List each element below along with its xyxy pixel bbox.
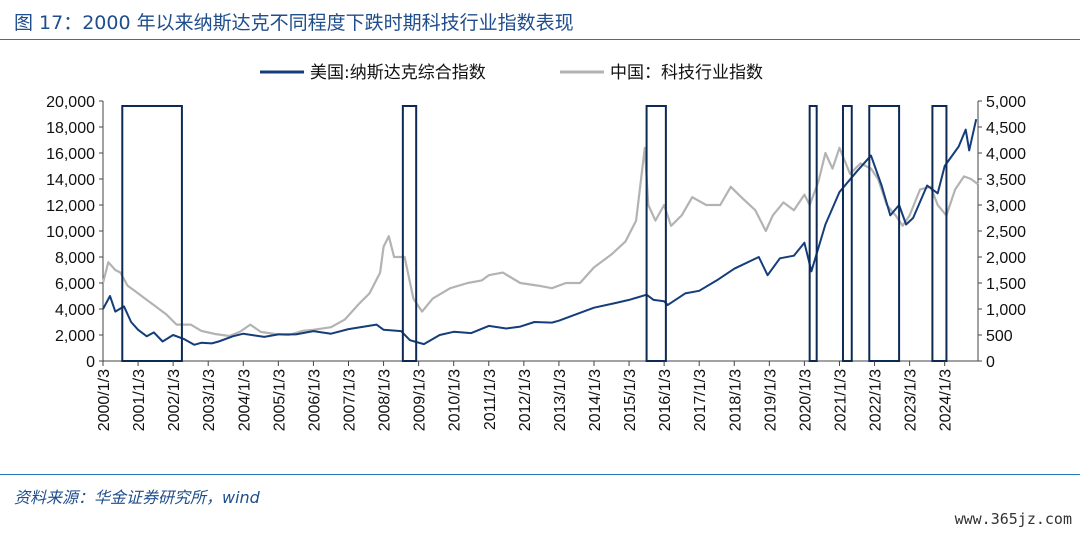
x-tick-label: 2018/1/3 <box>727 369 744 431</box>
y-left-tick-label: 20,000 <box>46 94 95 111</box>
x-tick-label: 2004/1/3 <box>236 369 253 431</box>
y-left-tick-label: 2,000 <box>55 328 95 345</box>
chart-svg: 美国:纳斯达克综合指数 中国：科技行业指数 2000/1/3 2001/1/3 20… <box>46 63 1026 431</box>
x-tick-label: 2010/1/3 <box>447 369 464 431</box>
x-tick-label: 2020/1/3 <box>797 369 814 431</box>
x-tick-label: 2005/1/3 <box>271 369 288 431</box>
x-tick-label: 2023/1/3 <box>903 369 920 431</box>
y-right-tick-label: 2,500 <box>986 224 1026 241</box>
series-line-nasdaq <box>102 118 978 346</box>
legend-label-nasdaq: 美国:纳斯达克综合指数 <box>310 63 486 83</box>
y-right-tick-label: 2,000 <box>986 250 1026 267</box>
y-left-tick-label: 4,000 <box>55 302 95 319</box>
y-left-tick-label: 0 <box>86 354 95 371</box>
source-note: 资料来源：华金证券研究所，wind <box>14 488 260 507</box>
y-right-tick-label: 3,000 <box>986 198 1026 215</box>
highlight-box <box>808 105 818 362</box>
x-tick-label: 2007/1/3 <box>341 369 358 431</box>
x-tick-label: 2009/1/3 <box>412 369 429 431</box>
highlight-box <box>931 105 948 362</box>
x-tick-label: 2001/1/3 <box>131 369 148 431</box>
highlight-box <box>645 105 667 362</box>
highlight-box <box>841 105 853 362</box>
y-right-tick-label: 1,500 <box>986 276 1026 293</box>
x-tick-label: 2006/1/3 <box>306 369 323 431</box>
highlight-box <box>401 105 418 362</box>
y-left-tick-label: 8,000 <box>55 250 95 267</box>
source-rule <box>0 474 1080 475</box>
y-right-tick-label: 4,000 <box>986 146 1026 163</box>
x-tick-label: 2021/1/3 <box>832 369 849 431</box>
x-tick-label: 2013/1/3 <box>552 369 569 431</box>
y-right-tick-label: 0 <box>986 354 995 371</box>
y-left-tick-label: 10,000 <box>46 224 95 241</box>
x-axis-ticks: 2000/1/3 2001/1/3 2002/1/3 2003/1/3 2004/1/3… <box>96 361 955 431</box>
highlight-box <box>868 105 901 362</box>
y-right-tick-label: 4,500 <box>986 120 1026 137</box>
y-left-tick-label: 14,000 <box>46 172 95 189</box>
x-tick-label: 2014/1/3 <box>587 369 604 431</box>
y-axis-ticks: 0 2,000 4,000 6,000 8,000 10,000 12,000 14,000 1… <box>46 94 1026 371</box>
y-right-tick-label: 3,500 <box>986 172 1026 189</box>
series-line-china-tech <box>101 146 979 338</box>
x-tick-label: 2000/1/3 <box>96 369 113 431</box>
highlight-box <box>121 105 183 362</box>
x-tick-label: 2003/1/3 <box>201 369 218 431</box>
x-tick-label: 2008/1/3 <box>377 369 394 431</box>
legend-label-china-tech: 中国：科技行业指数 <box>610 63 763 83</box>
legend: 美国:纳斯达克综合指数 中国：科技行业指数 <box>260 63 763 83</box>
y-right-tick-label: 500 <box>986 328 1013 345</box>
x-tick-label: 2002/1/3 <box>166 369 183 431</box>
x-tick-label: 2011/1/3 <box>482 369 499 430</box>
x-tick-label: 2019/1/3 <box>762 369 779 431</box>
title-rule <box>0 39 1080 40</box>
figure-title: 图 17：2000 年以来纳斯达克不同程度下跌时期科技行业指数表现 <box>14 12 574 34</box>
y-right-tick-label: 1,000 <box>986 302 1026 319</box>
watermark: www.365jz.com <box>954 510 1072 528</box>
y-left-tick-label: 18,000 <box>46 120 95 137</box>
highlight-boxes <box>121 105 948 362</box>
x-tick-label: 2015/1/3 <box>622 369 639 431</box>
series-layer <box>101 118 979 346</box>
y-left-tick-label: 12,000 <box>46 198 95 215</box>
x-tick-label: 2017/1/3 <box>692 369 709 431</box>
y-left-tick-label: 6,000 <box>55 276 95 293</box>
x-tick-label: 2024/1/3 <box>938 369 955 431</box>
y-right-tick-label: 5,000 <box>986 94 1026 111</box>
x-tick-label: 2022/1/3 <box>868 369 885 431</box>
y-left-tick-label: 16,000 <box>46 146 95 163</box>
x-tick-label: 2016/1/3 <box>657 369 674 431</box>
x-tick-label: 2012/1/3 <box>517 369 534 431</box>
